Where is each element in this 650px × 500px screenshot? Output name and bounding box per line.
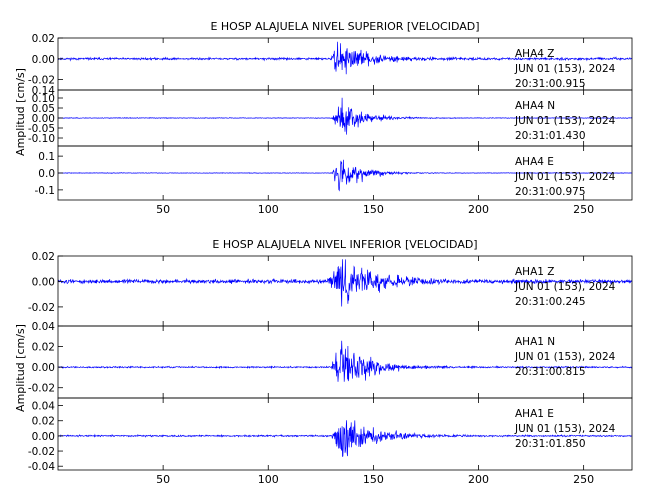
station-time: 20:31:00.815: [515, 366, 586, 378]
y-tick-label: 0.00: [32, 113, 55, 125]
y-tick-label: 0.00: [32, 54, 55, 66]
y-tick-label: 0.04: [32, 401, 56, 413]
trace-aha1-n: [57, 340, 633, 382]
x-tick-label: 200: [468, 473, 489, 486]
y-tick-label: 0.02: [32, 416, 55, 428]
y-tick-label: -0.02: [28, 446, 55, 458]
x-tick-label: 50: [156, 203, 170, 216]
station-date: JUN 01 (153), 2024: [514, 115, 616, 127]
ylabel-superior: Amplitud [cm/s]: [14, 68, 27, 156]
y-tick-label: -0.02: [28, 383, 55, 395]
y-tick-label: -0.02: [28, 302, 55, 314]
y-tick-label: 0.02: [32, 33, 55, 45]
y-tick-label: 0.02: [32, 342, 55, 354]
y-tick-label: 0.00: [32, 362, 55, 374]
y-tick-label: 0.05: [32, 103, 55, 115]
y-tick-label: -0.10: [28, 133, 55, 145]
y-tick-label: 0.04: [32, 321, 56, 333]
station-label: AHA1 E: [515, 408, 554, 420]
x-tick-label: 150: [363, 203, 384, 216]
trace-aha4-e: [58, 159, 633, 192]
station-label: AHA4 N: [515, 100, 555, 112]
station-time: 20:31:00.915: [515, 78, 586, 90]
y-tick-label: 0.10: [32, 93, 55, 105]
y-tick-label: -0.04: [28, 461, 55, 473]
station-date: JUN 01 (153), 2024: [514, 171, 616, 183]
ylabel-inferior: Amplitud [cm/s]: [14, 324, 27, 412]
y-tick-label: 0.1: [38, 151, 55, 163]
station-date: JUN 01 (153), 2024: [514, 281, 616, 293]
x-tick-label: 100: [258, 473, 279, 486]
trace-aha4-z: [57, 41, 633, 75]
station-time: 20:31:00.975: [515, 186, 586, 198]
station-time: 20:31:01.850: [515, 438, 586, 450]
trace-aha4-n: [57, 97, 633, 135]
y-tick-label: 0.02: [32, 251, 55, 263]
y-tick-label: -0.02: [28, 75, 55, 87]
y-tick-label: -0.1: [35, 185, 56, 197]
station-label: AHA1 N: [515, 336, 555, 348]
station-time: 20:31:01.430: [515, 130, 586, 142]
station-time: 20:31:00.245: [515, 296, 586, 308]
y-tick-label: 0.14: [32, 85, 56, 97]
y-tick-label: 0.00: [32, 431, 55, 443]
y-tick-label: 0.0: [38, 168, 55, 180]
x-tick-label: 50: [156, 473, 170, 486]
x-tick-label: 200: [468, 203, 489, 216]
station-date: JUN 01 (153), 2024: [514, 423, 616, 435]
figure-title-inferior: E HOSP ALAJUELA NIVEL INFERIOR [VELOCIDA…: [212, 238, 477, 251]
station-label: AHA1 Z: [515, 266, 554, 278]
x-tick-label: 100: [258, 203, 279, 216]
station-label: AHA4 Z: [515, 48, 554, 60]
x-tick-label: 250: [573, 473, 594, 486]
x-tick-label: 150: [363, 473, 384, 486]
station-date: JUN 01 (153), 2024: [514, 351, 616, 363]
trace-aha1-z: [57, 259, 633, 307]
y-tick-label: -0.05: [28, 123, 55, 135]
y-tick-label: 0.00: [32, 276, 55, 288]
station-label: AHA4 E: [515, 156, 554, 168]
station-date: JUN 01 (153), 2024: [514, 63, 616, 75]
x-tick-label: 250: [573, 203, 594, 216]
panel-frame: [57, 397, 633, 471]
trace-aha1-e: [57, 420, 633, 457]
figure-title-superior: E HOSP ALAJUELA NIVEL SUPERIOR [VELOCIDA…: [210, 20, 479, 33]
